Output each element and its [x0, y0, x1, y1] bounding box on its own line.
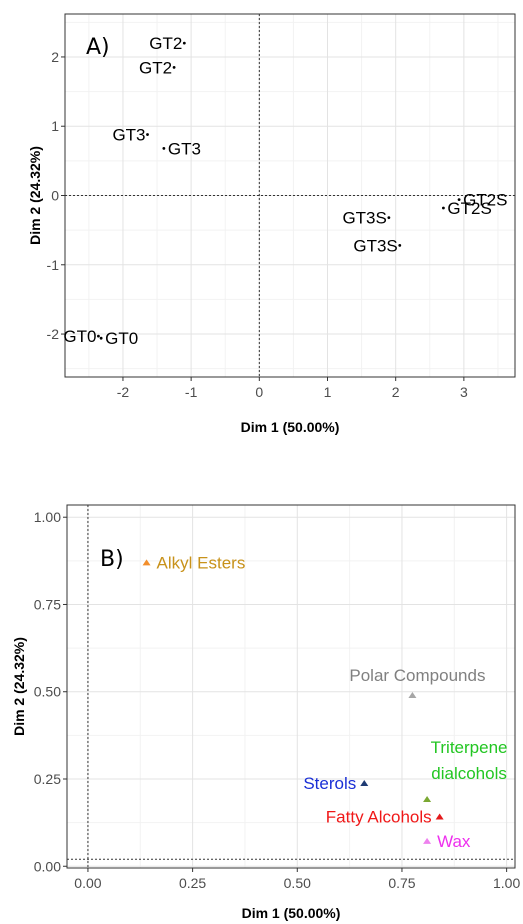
point-label: Triterpene	[431, 738, 508, 757]
y-tick-label: 0.50	[34, 684, 61, 700]
chart-b: 0.00 0.25 0.50 0.75 1.00 0.00 0.25 0.50 0.75 1.00…	[11, 504, 520, 921]
point-label: Alkyl Esters	[157, 554, 246, 573]
data-point	[423, 837, 432, 844]
point-label: dialcohols	[431, 764, 507, 783]
x-tick-label: 0	[255, 384, 263, 400]
x-tick-label: 0.50	[284, 875, 311, 891]
point-label: Fatty Alcohols	[326, 808, 432, 827]
y-tick-label: 1.00	[34, 509, 61, 525]
point-label: Wax	[437, 832, 471, 851]
point-label: GT2S	[463, 191, 507, 210]
x-tick-label: 1	[324, 384, 332, 400]
y-axis-label: Dim 2 (24.32%)	[11, 637, 27, 736]
x-tick-label: -2	[117, 384, 130, 400]
data-point	[182, 41, 186, 45]
data-point	[146, 133, 149, 136]
data-point	[360, 779, 369, 786]
point-label: GT0	[105, 329, 138, 348]
chart-a: -2 -1 0 1 2 3 -2 -1 0 1 2 Dim 1 (50.00%) Dim 2 (24.3…	[27, 13, 516, 435]
y-tick-label: -1	[47, 257, 60, 273]
x-tick-label: 0.00	[74, 875, 101, 891]
y-tick-label: 2	[51, 49, 59, 65]
panel-label: A)	[86, 35, 110, 60]
x-tick-label: -1	[185, 384, 198, 400]
x-axis-label: Dim 1 (50.00%)	[242, 905, 341, 921]
x-tick-label: 3	[460, 384, 468, 400]
point-label: GT3	[112, 126, 145, 145]
data-point	[99, 336, 103, 340]
y-tick-label: 1	[51, 118, 59, 134]
y-tick-label: 0.25	[34, 771, 61, 787]
data-point	[398, 243, 402, 247]
data-point	[435, 813, 444, 820]
point-label: GT2S	[447, 199, 491, 218]
point-label: GT3S	[342, 209, 386, 228]
y-tick-label: 0.00	[34, 858, 61, 874]
panel-label: B)	[100, 547, 124, 572]
data-point	[387, 216, 391, 220]
data-point	[162, 146, 166, 150]
data-point	[142, 559, 151, 566]
point-label: GT3	[168, 139, 201, 158]
y-tick-label: 0	[51, 188, 59, 204]
data-point	[457, 198, 461, 202]
point-label: Sterols	[303, 774, 356, 793]
x-tick-label: 0.25	[179, 875, 206, 891]
data-point	[97, 334, 100, 338]
data-point	[423, 796, 432, 803]
x-tick-label: 2	[392, 384, 400, 400]
point-label: GT2	[149, 34, 182, 53]
point-label: GT3S	[353, 236, 397, 255]
data-point	[408, 692, 417, 699]
point-label: Polar Compounds	[349, 666, 485, 685]
y-axis-label: Dim 2 (24.32%)	[27, 146, 43, 245]
point-label: GT0	[63, 327, 96, 346]
x-tick-label: 0.75	[388, 875, 415, 891]
x-tick-label: 1.00	[493, 875, 520, 891]
data-point	[172, 65, 176, 69]
data-point	[442, 206, 445, 210]
plot-border	[66, 504, 516, 869]
x-axis-label: Dim 1 (50.00%)	[241, 419, 340, 435]
y-tick-label: 0.75	[34, 596, 61, 612]
y-tick-label: -2	[47, 326, 60, 342]
point-label: GT2	[139, 58, 172, 77]
